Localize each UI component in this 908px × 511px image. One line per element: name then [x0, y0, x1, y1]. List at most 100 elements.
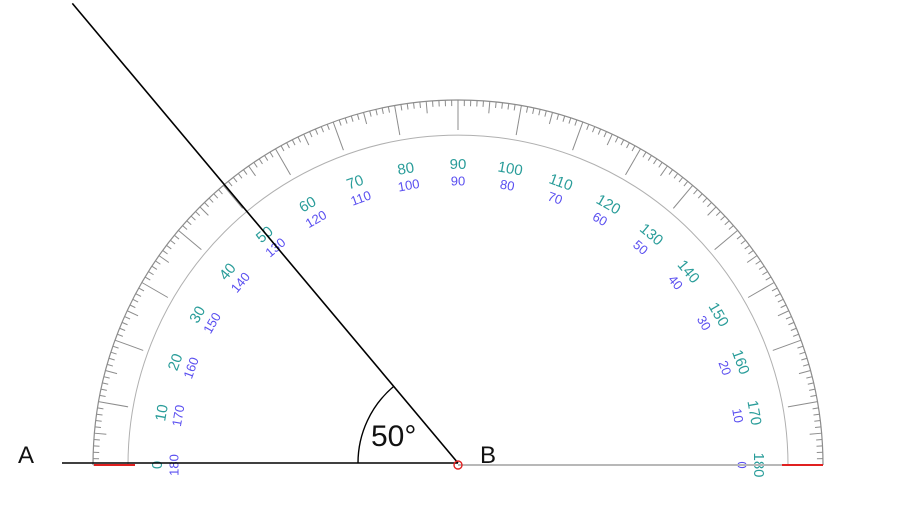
- protractor-tick: [707, 206, 717, 216]
- protractor-tick: [668, 169, 673, 175]
- protractor-tick: [155, 260, 161, 265]
- protractor-tick: [747, 282, 775, 298]
- inner-scale-label: 80: [499, 177, 516, 194]
- protractor-tick: [673, 173, 679, 179]
- protractor-tick: [755, 260, 761, 265]
- outer-scale-label: 170: [743, 399, 764, 427]
- protractor-tick: [356, 114, 360, 121]
- protractor-tick: [94, 432, 107, 435]
- outer-scale-label: 90: [450, 156, 467, 173]
- protractor-tick: [222, 185, 244, 209]
- protractor-tick: [748, 250, 754, 255]
- protractor-tick: [631, 145, 636, 152]
- protractor-tick: [114, 339, 144, 351]
- protractor-tick: [488, 101, 491, 114]
- protractor-tick: [660, 165, 668, 177]
- protractor-tick: [387, 106, 390, 113]
- protractor-tick: [394, 105, 401, 136]
- protractor-tick: [788, 321, 795, 326]
- protractor-tick: [592, 126, 596, 133]
- protractor-tick: [653, 158, 658, 165]
- vertex-marker: [453, 460, 463, 470]
- protractor-tick: [606, 133, 613, 146]
- protractor-tick: [204, 202, 209, 208]
- protractor-tick: [790, 327, 797, 331]
- protractor-tick: [121, 321, 128, 326]
- protractor-tick: [124, 316, 131, 320]
- protractor-tick: [158, 255, 170, 263]
- angle-arc: [357, 385, 395, 464]
- protractor-tick: [526, 106, 529, 113]
- protractor-tick: [736, 234, 742, 240]
- protractor-tick: [162, 250, 168, 255]
- protractor-tick: [110, 351, 117, 355]
- protractor-tick: [501, 102, 503, 109]
- protractor-tick: [99, 394, 106, 397]
- protractor-tick: [728, 225, 734, 230]
- protractor-tick: [799, 351, 806, 355]
- protractor-tick: [141, 282, 169, 298]
- protractor-tick: [746, 255, 758, 263]
- protractor-tick: [381, 107, 384, 114]
- protractor-tick: [170, 239, 176, 245]
- inner-scale-label: 90: [451, 173, 465, 188]
- protractor-tick: [762, 271, 768, 276]
- protractor-tick: [102, 382, 109, 385]
- protractor-tick: [787, 401, 818, 408]
- protractor-tick: [777, 310, 790, 317]
- inner-scale-label: 60: [590, 209, 610, 229]
- protractor-tick: [182, 225, 188, 230]
- protractor-tick: [603, 131, 607, 138]
- protractor-tick: [744, 244, 750, 250]
- protractor-tick: [148, 271, 154, 276]
- protractor-tick: [117, 333, 124, 337]
- protractor-tick: [100, 388, 107, 391]
- protractor-tick: [574, 119, 578, 126]
- protractor-tick: [186, 220, 192, 226]
- protractor-tick: [777, 298, 784, 303]
- protractor-tick: [243, 169, 248, 175]
- outer-scale-label: 20: [165, 351, 187, 372]
- protractor-tick: [326, 124, 330, 131]
- protractor-tick: [812, 407, 819, 410]
- protractor-tick: [544, 110, 547, 117]
- protractor-tick: [338, 119, 342, 126]
- protractor-tick: [406, 103, 409, 110]
- protractor-tick: [806, 376, 813, 379]
- protractor-tick: [129, 304, 136, 309]
- protractor-tick: [264, 155, 269, 161]
- protractor-tick: [94, 426, 102, 428]
- outer-scale-label: 100: [496, 158, 524, 179]
- protractor-tick: [213, 193, 219, 199]
- protractor-tick: [303, 133, 310, 146]
- protractor-tick: [814, 426, 822, 428]
- protractor-tick: [642, 151, 647, 158]
- protractor-tick: [597, 128, 602, 135]
- protractor-tick: [98, 401, 129, 408]
- outer-scale-label: 10: [152, 403, 172, 422]
- protractor-tick: [813, 413, 820, 416]
- protractor-tick: [562, 115, 566, 122]
- protractor-tick: [375, 109, 378, 116]
- protractor-tick: [166, 244, 172, 250]
- protractor-tick: [758, 265, 765, 270]
- protractor-tick: [683, 181, 689, 187]
- protractor-tick: [707, 202, 712, 208]
- protractor-tick: [568, 117, 572, 124]
- protractor-tick: [286, 142, 290, 149]
- ray-bc: [71, 2, 459, 464]
- protractor-tick: [144, 276, 151, 281]
- protractor-tick: [495, 101, 497, 109]
- protractor-tick: [291, 139, 296, 146]
- protractor-tick: [780, 304, 787, 309]
- inner-scale-label: 10: [729, 407, 746, 424]
- point-b-label: B: [480, 442, 496, 469]
- protractor-tick: [740, 239, 746, 245]
- protractor-tick: [693, 189, 698, 195]
- protractor-tick: [419, 101, 421, 109]
- protractor-tick: [107, 363, 114, 367]
- protractor-tick: [297, 136, 302, 143]
- protractor-tick: [112, 345, 119, 349]
- protractor-tick: [253, 162, 258, 168]
